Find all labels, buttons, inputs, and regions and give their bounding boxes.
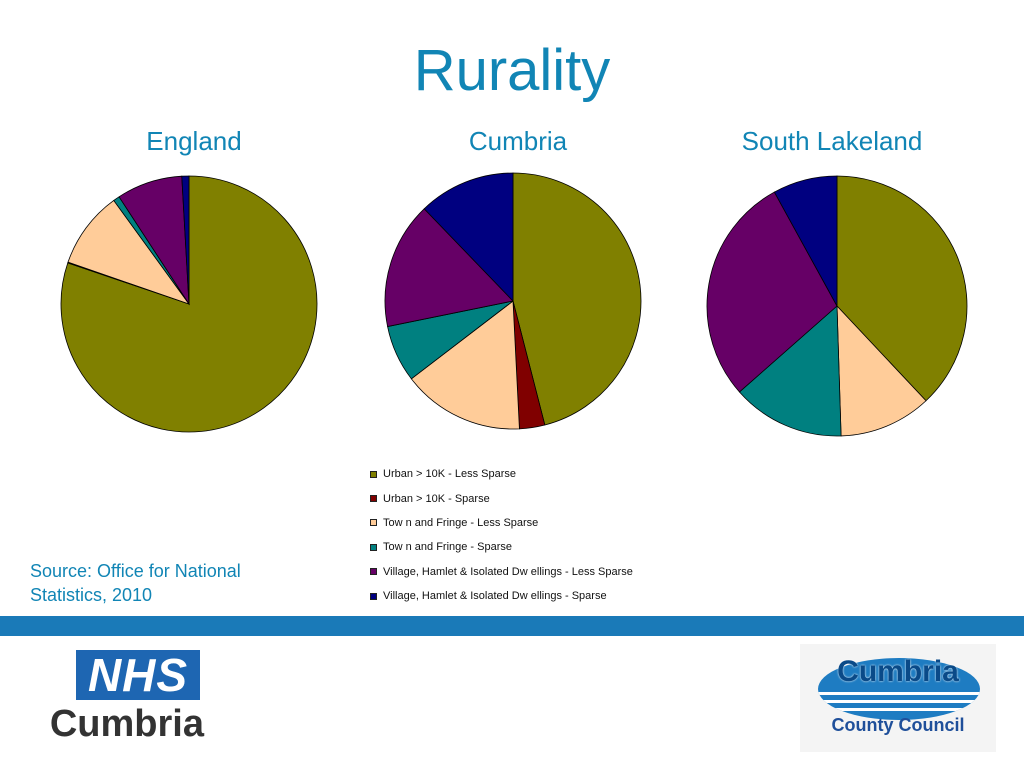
pie-chart-cumbria [384,172,642,430]
legend-item: Urban > 10K - Sparse [370,486,690,510]
legend-item: Tow n and Fringe - Less Sparse [370,511,690,535]
legend-swatch [370,543,377,551]
legend-label: Village, Hamlet & Isolated Dw ellings - … [383,590,607,603]
pie-chart-south-lakeland [706,175,968,437]
pie-slice-village-hamlet-isolated-dw-ellings-sparse [773,175,838,307]
pie-slice-tow-n-and-fringe-less-sparse [836,304,927,437]
council-logo-word: Cumbria [837,655,959,688]
legend-swatch [370,470,377,478]
council-logo-oval [818,658,980,720]
pie-title-cumbria: Cumbria [468,126,568,156]
legend-item: Tow n and Fringe - Sparse [370,535,690,559]
legend-swatch [370,592,377,600]
legend-label: Tow n and Fringe - Sparse [383,541,513,554]
pie-slice-urban-10k-less-sparse [512,172,642,426]
pie-slice-tow-n-and-fringe-less-sparse [410,300,520,430]
legend-swatch [370,495,377,503]
cumbria-county-council-logo: Cumbria County Council [800,644,996,752]
pie-slice-village-hamlet-isolated-dw-ellings-sparse [423,172,514,302]
nhs-logo-name: Cumbria [49,703,204,745]
legend-item: Village, Hamlet & Isolated Dw ellings - … [370,560,690,584]
legend-swatch [370,519,377,527]
legend-label: Village, Hamlet & Isolated Dw ellings - … [383,565,633,578]
chart-legend: Urban > 10K - Less Sparse Urban > 10K - … [370,462,690,608]
legend-label: Urban > 10K - Sparse [383,492,490,505]
nhs-mark: NHS [76,650,200,700]
pie-slice-urban-10k-less-sparse [836,175,968,402]
slide-title: Rurality [413,38,611,103]
pie-slice-village-hamlet-isolated-dw-ellings-less-sparse [706,191,838,393]
legend-swatch [370,568,377,576]
footer-band [0,616,1024,636]
legend-label: Urban > 10K - Less Sparse [383,468,516,481]
pie-title-england: England [146,126,242,156]
legend-label: Tow n and Fringe - Less Sparse [383,516,539,529]
pie-title-south-lakeland: South Lakeland [741,126,923,156]
nhs-cumbria-logo: NHS Cumbria [34,648,204,748]
pie-slice-village-hamlet-isolated-dw-ellings-sparse [181,175,190,305]
pie-slice-tow-n-and-fringe-sparse [738,305,842,437]
source-note: Source: Office for National Statistics, … [30,561,241,605]
legend-item: Village, Hamlet & Isolated Dw ellings - … [370,584,690,608]
council-logo-subtitle: County Council [831,715,965,735]
legend-item: Urban > 10K - Less Sparse [370,462,690,486]
pie-chart-england [60,175,318,433]
pie-slice-village-hamlet-isolated-dw-ellings-less-sparse [384,208,514,328]
pie-slice-tow-n-and-fringe-less-sparse [67,199,191,305]
